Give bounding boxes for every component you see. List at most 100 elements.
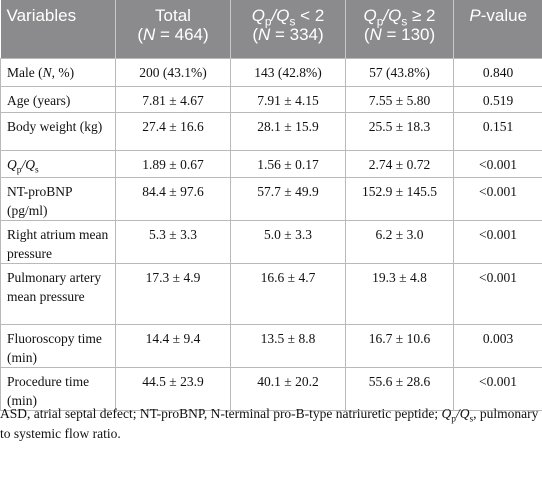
value-cell: 0.151 (453, 111, 542, 151)
header-text: Q (251, 6, 265, 25)
value-cell: 7.55 ± 5.80 (345, 85, 454, 113)
row: Fluoroscopy time (min) 14.4 ± 9.4 13.5 ± 8… (0, 323, 542, 368)
row-label: Male (N, %) (0, 57, 116, 87)
footnote-text: p (451, 414, 456, 425)
header-cell: Variables (0, 0, 116, 58)
label-text: N (42, 64, 52, 80)
value-cell: 7.81 ± 4.67 (115, 85, 231, 113)
label-text: Procedure time (min) (7, 373, 90, 408)
header-cell: Qp/Qs ≥ 2 (N = 130) (345, 0, 454, 58)
header-text: s (401, 14, 408, 29)
value-cell: <0.001 (453, 219, 542, 264)
value-cell: 28.1 ± 15.9 (230, 111, 346, 151)
value-cell: 57 (43.8%) (345, 57, 454, 87)
footnote-text: Q (441, 406, 452, 421)
value-cell: 143 (42.8%) (230, 57, 346, 87)
row: Body weight (kg) 27.4 ± 16.6 28.1 ± 15.9 25… (0, 111, 542, 151)
row: NT-proBNP (pg/ml) 84.4 ± 97.6 57.7 ± 49.9 1… (0, 176, 542, 221)
row: Qp/Qs 1.89 ± 0.67 1.56 ± 0.17 2.74 ± 0.72 <0… (0, 149, 542, 178)
value-cell: 44.5 ± 23.9 (115, 366, 231, 411)
value-cell: 14.4 ± 9.4 (115, 323, 231, 368)
header-text: ( (137, 25, 143, 44)
header-text: ( (363, 25, 370, 44)
header-text: = 130) (381, 25, 436, 44)
value-cell: 152.9 ± 145.5 (345, 176, 454, 221)
header-text: P (469, 6, 481, 25)
header-row: Variables Total (N = 464) Qp/Qs < 2 (N = 3… (0, 0, 542, 58)
label-text: s (34, 165, 39, 176)
value-cell: 5.0 ± 3.3 (230, 219, 346, 264)
label-text: , %) (51, 64, 75, 80)
row-label: Qp/Qs (0, 149, 116, 178)
footnote-text: ASD, atrial septal defect; NT-proBNP, N-… (0, 406, 442, 421)
table-header: Variables Total (N = 464) Qp/Qs < 2 (N = 3… (0, 0, 542, 58)
row-label: Fluoroscopy time (min) (0, 323, 116, 368)
value-cell: 5.3 ± 3.3 (115, 219, 231, 264)
header-text: -value (480, 6, 528, 25)
value-cell: 27.4 ± 16.6 (115, 111, 231, 151)
header-text: p (376, 14, 384, 29)
value-cell: <0.001 (453, 262, 542, 325)
table-body: Male (N, %) 200 (43.1%) 143 (42.8%) 57 (43.… (0, 57, 542, 411)
value-cell: 6.2 ± 3.0 (345, 219, 454, 264)
value-cell: 7.91 ± 4.15 (230, 85, 346, 113)
value-cell: 200 (43.1%) (115, 57, 231, 87)
row-label: NT-proBNP (pg/ml) (0, 176, 116, 221)
label-text: Body weight (kg) (7, 118, 103, 134)
row-label: Age (years) (0, 85, 116, 113)
header-text: N (142, 25, 156, 44)
value-cell: 16.7 ± 10.6 (345, 323, 454, 368)
header-text: = 334) (270, 25, 324, 44)
value-cell: 13.5 ± 8.8 (230, 323, 346, 368)
footnote-text: , pulmonary to systemic flow ratio. (0, 406, 539, 441)
header-text: Variables (6, 6, 77, 25)
value-cell: 25.5 ± 18.3 (345, 111, 454, 151)
label-text: Right atrium mean pressure (7, 226, 109, 261)
header-text: N (369, 25, 382, 44)
label-text: Male ( (7, 64, 43, 80)
header-text: = 464) (155, 25, 209, 44)
row: Pulmonary artery mean pressure 17.3 ± 4.9… (0, 262, 542, 325)
label-text: /Q (21, 156, 35, 172)
row-label: Body weight (kg) (0, 111, 116, 151)
label-text: NT-proBNP (pg/ml) (7, 183, 73, 218)
row: Procedure time (min) 44.5 ± 23.9 40.1 ± 20… (0, 366, 542, 411)
header-text: p (264, 14, 272, 29)
header-text: Total (155, 6, 191, 25)
header-text: /Q (383, 6, 402, 25)
header-text: ≥ 2 (407, 6, 436, 25)
header-cell: Qp/Qs < 2 (N = 334) (230, 0, 346, 58)
value-cell: 16.6 ± 4.7 (230, 262, 346, 325)
label-text: Age (years) (7, 92, 71, 108)
row-label: Procedure time (min) (0, 366, 116, 411)
value-cell: 19.3 ± 4.8 (345, 262, 454, 325)
value-cell: 57.7 ± 49.9 (230, 176, 346, 221)
row: Right atrium mean pressure 5.3 ± 3.3 5.0 ±… (0, 219, 542, 264)
header-text: /Q (271, 6, 290, 25)
label-text: p (16, 165, 22, 176)
footnote: ASD, atrial septal defect; NT-proBNP, N-… (0, 404, 542, 444)
row-label: Right atrium mean pressure (0, 219, 116, 264)
row: Male (N, %) 200 (43.1%) 143 (42.8%) 57 (43.… (0, 57, 542, 87)
header-cell: Total (N = 464) (115, 0, 231, 58)
value-cell: <0.001 (453, 149, 542, 178)
footnote-text: s (469, 414, 474, 425)
header-text: < 2 (295, 6, 325, 25)
header-text: ( (252, 25, 258, 44)
row: Age (years) 7.81 ± 4.67 7.91 ± 4.15 7.55 ± … (0, 85, 542, 113)
label-text: Q (7, 156, 17, 172)
value-cell: 1.89 ± 0.67 (115, 149, 231, 178)
value-cell: 0.519 (453, 85, 542, 113)
value-cell: 40.1 ± 20.2 (230, 366, 346, 411)
footnote-text: /Q (455, 406, 470, 421)
value-cell: 2.74 ± 0.72 (345, 149, 454, 178)
header-cell: P-value (453, 0, 542, 58)
header-text: Q (363, 6, 377, 25)
header-text: N (257, 25, 271, 44)
label-text: Pulmonary artery mean pressure (7, 269, 102, 304)
data-table: Variables Total (N = 464) Qp/Qs < 2 (N = 3… (0, 0, 542, 411)
label-text: Fluoroscopy time (min) (7, 330, 102, 365)
value-cell: 84.4 ± 97.6 (115, 176, 231, 221)
value-cell: 17.3 ± 4.9 (115, 262, 231, 325)
